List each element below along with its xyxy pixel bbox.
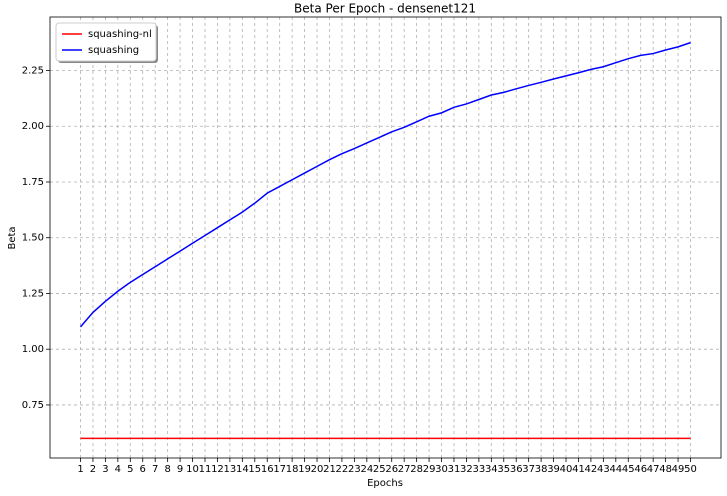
x-axis-label: Epochs bbox=[367, 478, 403, 489]
x-tick-label: 18 bbox=[286, 464, 299, 475]
x-tick-label: 21 bbox=[323, 464, 336, 475]
x-tick-label: 44 bbox=[609, 464, 622, 475]
x-tick-label: 33 bbox=[473, 464, 486, 475]
x-tick-label: 39 bbox=[547, 464, 560, 475]
x-tick-label: 38 bbox=[535, 464, 548, 475]
x-tick-label: 2 bbox=[90, 464, 96, 475]
plot-frame bbox=[49, 16, 722, 459]
x-tick-label: 40 bbox=[560, 464, 573, 475]
y-tick-label: 1.00 bbox=[22, 344, 44, 355]
x-tick-label: 12 bbox=[211, 464, 224, 475]
x-tick-label: 31 bbox=[448, 464, 461, 475]
y-tick-label: 1.25 bbox=[22, 288, 44, 299]
x-tick-label: 48 bbox=[659, 464, 672, 475]
x-tick-label: 20 bbox=[311, 464, 324, 475]
x-tick-label: 14 bbox=[236, 464, 249, 475]
x-tick-label: 49 bbox=[672, 464, 685, 475]
x-tick-label: 47 bbox=[647, 464, 660, 475]
x-tick-label: 45 bbox=[622, 464, 635, 475]
x-tick-label: 15 bbox=[248, 464, 261, 475]
x-tick-label: 11 bbox=[199, 464, 212, 475]
legend-label: squashing bbox=[88, 45, 139, 56]
x-tick-label: 8 bbox=[164, 464, 170, 475]
x-tick-label: 35 bbox=[497, 464, 510, 475]
chart-title: Beta Per Epoch - densenet121 bbox=[294, 2, 476, 16]
legend-box bbox=[55, 22, 157, 62]
x-tick-label: 36 bbox=[510, 464, 523, 475]
x-tick-label: 17 bbox=[273, 464, 286, 475]
x-tick-label: 32 bbox=[460, 464, 473, 475]
x-tick-label: 27 bbox=[398, 464, 411, 475]
x-tick-label: 43 bbox=[597, 464, 610, 475]
x-tick-label: 30 bbox=[435, 464, 448, 475]
x-tick-label: 19 bbox=[298, 464, 311, 475]
x-tick-label: 25 bbox=[373, 464, 386, 475]
x-tick-label: 3 bbox=[102, 464, 108, 475]
x-tick-label: 29 bbox=[423, 464, 436, 475]
x-tick-label: 7 bbox=[152, 464, 158, 475]
x-tick-label: 24 bbox=[360, 464, 373, 475]
y-tick-label: 1.50 bbox=[22, 233, 44, 244]
x-tick-label: 4 bbox=[115, 464, 121, 475]
x-tick-label: 46 bbox=[634, 464, 647, 475]
x-tick-label: 41 bbox=[572, 464, 585, 475]
x-tick-label: 5 bbox=[127, 464, 133, 475]
y-tick-label: 2.25 bbox=[22, 66, 44, 77]
x-tick-label: 1 bbox=[77, 464, 83, 475]
x-tick-label: 42 bbox=[585, 464, 598, 475]
y-tick-label: 1.75 bbox=[22, 177, 44, 188]
x-tick-label: 16 bbox=[261, 464, 274, 475]
x-tick-label: 9 bbox=[177, 464, 183, 475]
x-tick-label: 34 bbox=[485, 464, 498, 475]
x-tick-label: 23 bbox=[348, 464, 361, 475]
x-tick-label: 22 bbox=[336, 464, 349, 475]
y-tick-label: 2.00 bbox=[22, 121, 44, 132]
x-tick-label: 10 bbox=[186, 464, 199, 475]
x-tick-label: 13 bbox=[224, 464, 237, 475]
y-tick-label: 0.75 bbox=[22, 400, 44, 411]
x-tick-label: 37 bbox=[522, 464, 535, 475]
legend-label: squashing-nl bbox=[88, 29, 152, 40]
x-tick-label: 6 bbox=[140, 464, 146, 475]
x-tick-label: 28 bbox=[410, 464, 423, 475]
x-tick-label: 26 bbox=[385, 464, 398, 475]
x-tick-label: 50 bbox=[684, 464, 697, 475]
y-axis-label: Beta bbox=[7, 226, 18, 249]
line-series bbox=[79, 41, 691, 328]
